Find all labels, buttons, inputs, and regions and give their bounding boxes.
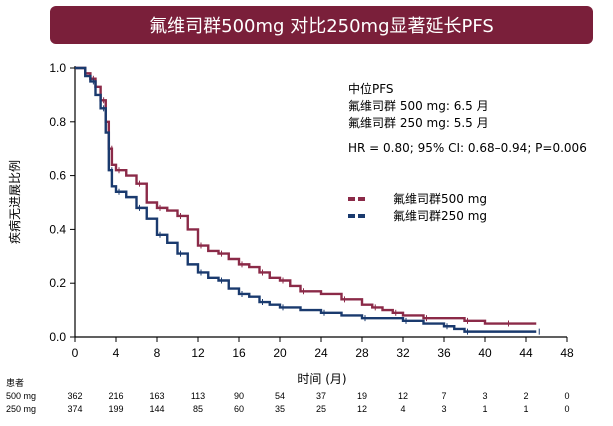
risk-value: 144 (149, 404, 164, 414)
risk-value: 3 (482, 391, 487, 401)
hr-text: HR = 0.80; 95% CI: 0.68–0.94; P=0.006 (348, 141, 587, 155)
y-tick-label: 1.0 (49, 61, 66, 75)
risk-value: 12 (357, 404, 367, 414)
risk-value: 60 (234, 404, 244, 414)
median-header: 中位PFS (348, 81, 394, 96)
risk-value: 374 (67, 404, 82, 414)
x-tick-label: 8 (154, 346, 161, 360)
x-tick-label: 16 (232, 346, 246, 360)
risk-table-header: 患者 (6, 377, 24, 388)
x-tick-label: 44 (519, 346, 533, 360)
risk-value: 3 (441, 404, 446, 414)
risk-value: 25 (316, 404, 326, 414)
x-tick-label: 32 (396, 346, 410, 360)
x-tick-label: 20 (273, 346, 287, 360)
x-axis-title: 时间 (月) (297, 372, 346, 386)
risk-value: 163 (149, 391, 164, 401)
risk-value: 19 (357, 391, 367, 401)
risk-value: 37 (316, 391, 326, 401)
risk-row-label: 250 mg (6, 404, 36, 414)
risk-value: 362 (67, 391, 82, 401)
title-banner: 氟维司群500mg 对比250mg显著延长PFS (50, 6, 593, 44)
risk-value: 85 (193, 404, 203, 414)
y-tick-label: 0.2 (49, 276, 66, 290)
x-tick-label: 12 (191, 346, 205, 360)
x-tick-label: 28 (355, 346, 369, 360)
risk-value: 1 (523, 404, 528, 414)
risk-value: 199 (108, 404, 123, 414)
y-axis-title: 疾病无进展比例 (7, 160, 22, 244)
x-tick-label: 40 (478, 346, 492, 360)
risk-value: 54 (275, 391, 285, 401)
y-tick-label: 0.4 (49, 222, 66, 236)
risk-value: 2 (523, 391, 528, 401)
risk-row-label: 500 mg (6, 391, 36, 401)
x-tick-label: 48 (560, 346, 574, 360)
risk-value: 0 (564, 391, 569, 401)
risk-value: 90 (234, 391, 244, 401)
x-tick-label: 0 (72, 346, 79, 360)
x-tick-label: 36 (437, 346, 451, 360)
series-line-250mg (75, 66, 537, 333)
x-tick-label: 4 (113, 346, 120, 360)
y-tick-label: 0.8 (49, 115, 66, 129)
risk-value: 12 (398, 391, 408, 401)
y-tick-label: 0.6 (49, 169, 66, 183)
legend-label: 氟维司群500 mg (393, 192, 487, 206)
risk-value: 7 (441, 391, 446, 401)
risk-value: 113 (191, 391, 205, 401)
chart-title: 氟维司群500mg 对比250mg显著延长PFS (149, 16, 494, 37)
legend-label: 氟维司群250 mg (393, 209, 487, 223)
y-tick-label: 0.0 (49, 330, 66, 344)
risk-value: 4 (400, 404, 405, 414)
median-250: 氟维司群 250 mg: 5.5 月 (348, 116, 489, 130)
risk-value: 1 (482, 404, 487, 414)
risk-value: 0 (564, 404, 569, 414)
risk-value: 35 (275, 404, 285, 414)
x-tick-label: 24 (314, 346, 328, 360)
risk-value: 216 (108, 391, 123, 401)
median-500: 氟维司群 500 mg: 6.5 月 (348, 99, 489, 113)
